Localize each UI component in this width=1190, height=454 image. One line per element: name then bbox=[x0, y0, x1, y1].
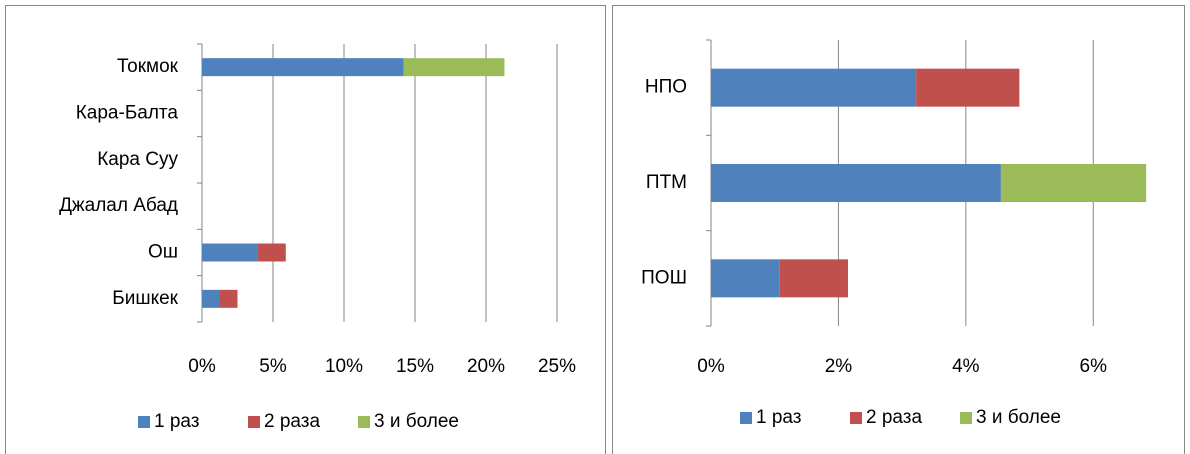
y-tick-label: НПО bbox=[645, 77, 687, 98]
legend-swatch bbox=[138, 416, 150, 428]
x-tick-label: 2% bbox=[825, 356, 853, 377]
x-tick-label: 0% bbox=[697, 356, 725, 377]
legend-label: 3 и более bbox=[976, 407, 1061, 428]
legend-swatch bbox=[740, 412, 752, 424]
legend-swatch bbox=[248, 416, 260, 428]
bar-segment bbox=[403, 58, 505, 77]
bar-segment bbox=[219, 289, 238, 308]
bar-segment bbox=[711, 68, 917, 107]
x-tick-label: 15% bbox=[396, 356, 434, 377]
legend-swatch bbox=[960, 412, 972, 424]
legend-label: 3 и более bbox=[374, 411, 459, 432]
y-tick-label: Кара-Балта bbox=[76, 103, 179, 124]
legend-swatch bbox=[358, 416, 370, 428]
x-tick-label: 4% bbox=[952, 356, 980, 377]
legend-label: 1 раз bbox=[756, 407, 801, 428]
y-tick-label: ПОШ bbox=[641, 267, 687, 288]
x-tick-label: 20% bbox=[467, 356, 505, 377]
bar-segment bbox=[711, 259, 780, 298]
bar-segment bbox=[257, 243, 286, 262]
x-tick-label: 10% bbox=[325, 356, 363, 377]
bar-segment bbox=[202, 58, 404, 77]
x-tick-label: 25% bbox=[538, 356, 576, 377]
y-tick-label: Кара Суу bbox=[97, 149, 178, 170]
bar-segment bbox=[202, 289, 220, 308]
legend-label: 2 раза bbox=[264, 411, 320, 432]
panel-border bbox=[5, 5, 606, 454]
x-tick-label: 0% bbox=[188, 356, 216, 377]
y-tick-label: Бишкек bbox=[112, 288, 178, 309]
panel-border bbox=[612, 5, 1185, 454]
legend-label: 2 раза bbox=[866, 407, 922, 428]
legend-swatch bbox=[850, 412, 862, 424]
bar-segment bbox=[916, 68, 1020, 107]
x-tick-label: 6% bbox=[1080, 356, 1108, 377]
y-tick-label: Джалал Абад bbox=[59, 195, 178, 216]
bar-segment bbox=[711, 164, 1001, 202]
bar-segment bbox=[1000, 164, 1147, 202]
y-tick-label: Ош bbox=[148, 242, 178, 263]
bar-segment bbox=[202, 243, 258, 262]
legend-label: 1 раз bbox=[154, 411, 199, 432]
y-tick-label: ПТМ bbox=[646, 172, 687, 193]
x-tick-label: 5% bbox=[259, 356, 287, 377]
bar-segment bbox=[779, 259, 848, 298]
y-tick-label: Токмок bbox=[117, 56, 179, 77]
